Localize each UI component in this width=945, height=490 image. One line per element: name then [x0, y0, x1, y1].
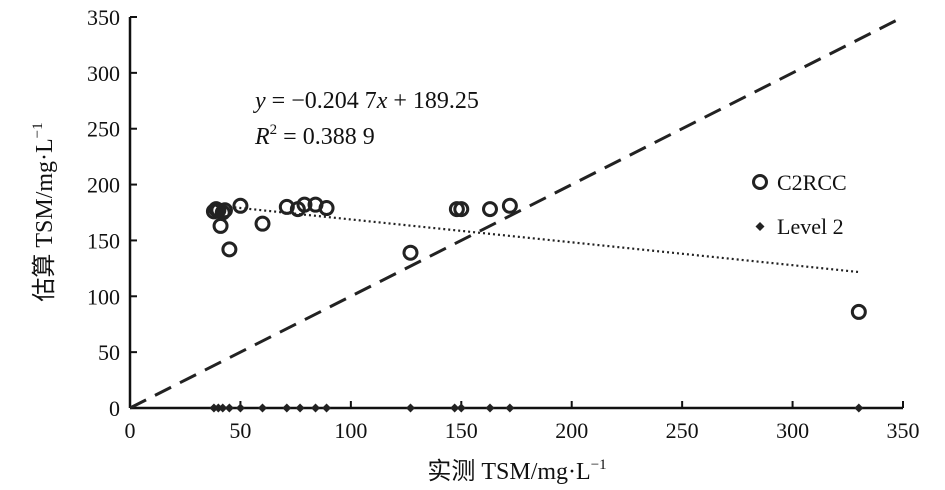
c2rcc-point-14 [402, 244, 419, 261]
legend-marker-c2rcc [752, 174, 768, 190]
level2-point-7 [295, 403, 305, 413]
legend-label-c2rcc: C2RCC [777, 170, 847, 195]
x-tick-label-300: 300 [776, 418, 809, 443]
y-tick-label-100: 100 [87, 284, 120, 309]
ticks: 0 50 100 150 200 250 300 350 0 50 100 150 200 250 300 3… [87, 5, 920, 443]
c2rcc-point-13 [318, 200, 335, 217]
c2rcc-point-16 [453, 201, 470, 218]
c2rcc-point-8 [254, 215, 271, 232]
y-tick-label-50: 50 [98, 340, 120, 365]
level2-point-4 [235, 403, 245, 413]
x-tick-label-150: 150 [445, 418, 478, 443]
level2-point-11 [450, 403, 460, 413]
c2rcc-point-11 [296, 196, 313, 213]
y-tick-label-350: 350 [87, 5, 120, 30]
regression-equation: y = −0.204 7x + 189.25 [253, 88, 479, 114]
legend: C2RCC Level 2 [752, 170, 847, 239]
x-tick-label-0: 0 [125, 418, 136, 443]
y-axis-title-sup: −1 [30, 122, 46, 138]
y-tick-label-300: 300 [87, 61, 120, 86]
c2rcc-point-5 [216, 202, 233, 219]
y-axis-title: 估算 TSM/mg·L−1 [30, 122, 58, 301]
y-tick-label-150: 150 [87, 228, 120, 253]
x-tick-label-50: 50 [229, 418, 251, 443]
c2rcc-point-4 [214, 204, 231, 221]
x-tick-label-100: 100 [334, 418, 367, 443]
x-axis-title-text: 实测 TSM/mg·L [427, 458, 590, 485]
eq-x-var: x [376, 88, 388, 114]
c2rcc-point-7 [232, 197, 249, 214]
r2-r: R [254, 124, 270, 150]
level2-point-12 [456, 403, 466, 413]
y-axis-title-text: 估算 TSM/mg·L [31, 138, 58, 301]
x-axis-title-sup: −1 [591, 457, 607, 473]
reference-lines [129, 15, 904, 410]
regression-line [229, 205, 859, 274]
level2-point-6 [282, 403, 292, 413]
x-tick-label-350: 350 [887, 418, 920, 443]
x-tick-label-250: 250 [666, 418, 699, 443]
one-to-one-line [129, 15, 904, 410]
eq-y-var: y [253, 88, 266, 114]
level2-point-15 [854, 403, 864, 413]
r2-sup: 2 [270, 122, 278, 138]
x-axis-title: 实测 TSM/mg·L−1 [427, 457, 606, 485]
c2rcc-point-17 [481, 201, 498, 218]
level2-point-8 [311, 403, 321, 413]
level2-point-9 [322, 403, 332, 413]
x-tick-label-200: 200 [555, 418, 588, 443]
level2-point-5 [258, 403, 268, 413]
c2rcc-point-3 [212, 217, 229, 234]
y-tick-label-0: 0 [109, 396, 120, 421]
level2-point-14 [505, 403, 515, 413]
level2-point-2 [218, 403, 228, 413]
y-tick-label-200: 200 [87, 173, 120, 198]
legend-label-level2: Level 2 [777, 214, 844, 239]
legend-marker-level2 [755, 222, 765, 231]
c2rcc-point-18 [501, 197, 518, 214]
r-squared: R2 = 0.388 9 [254, 122, 375, 150]
level2-point-13 [485, 403, 495, 413]
data-marks [205, 196, 867, 413]
level2-point-3 [224, 403, 234, 413]
eq-slope: = −0.204 7 [266, 88, 377, 114]
r2-value: = 0.388 9 [277, 124, 375, 150]
y-tick-label-250: 250 [87, 117, 120, 142]
level2-point-10 [405, 403, 415, 413]
c2rcc-point-19 [850, 303, 867, 320]
c2rcc-point-6 [221, 241, 238, 258]
eq-intercept: + 189.25 [387, 88, 479, 114]
